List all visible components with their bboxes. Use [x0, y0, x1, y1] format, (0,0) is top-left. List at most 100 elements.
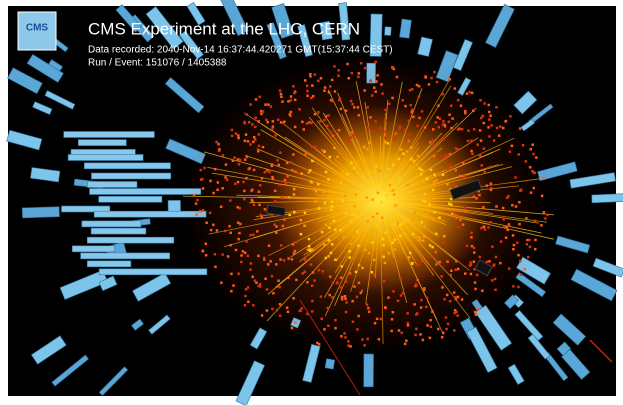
hit: [269, 260, 272, 263]
hit: [283, 218, 286, 221]
hit: [374, 182, 378, 185]
calorimeter-tower: [51, 354, 89, 387]
hit: [424, 200, 427, 203]
hit: [215, 229, 219, 232]
hit: [346, 62, 349, 66]
hit: [212, 191, 215, 195]
hit: [230, 289, 233, 293]
hit: [421, 239, 425, 242]
hit: [435, 80, 439, 84]
hit: [395, 214, 399, 217]
hit: [451, 212, 454, 215]
hit: [229, 231, 232, 235]
hit: [323, 150, 326, 153]
hit: [287, 196, 291, 199]
hit: [289, 99, 292, 102]
hit: [244, 158, 247, 161]
hit: [444, 154, 447, 158]
hit: [463, 175, 467, 178]
hit: [327, 91, 331, 94]
hit: [292, 252, 296, 255]
hit: [473, 310, 477, 314]
hit: [489, 188, 493, 192]
hit: [479, 99, 482, 102]
collision-core: [270, 105, 490, 295]
hit: [245, 113, 248, 116]
hit: [288, 213, 291, 217]
hit: [357, 72, 361, 75]
hit: [433, 173, 436, 176]
hit: [443, 298, 446, 301]
hit: [413, 303, 416, 306]
hit: [485, 184, 489, 187]
hit: [456, 98, 460, 102]
hit: [364, 248, 367, 252]
hit: [456, 295, 460, 299]
hit: [223, 229, 227, 233]
hit: [203, 166, 206, 170]
hit: [255, 281, 258, 284]
calorimeter-tower: [30, 167, 61, 183]
hit: [482, 225, 485, 229]
calorimeter-tower: [131, 318, 144, 331]
hit: [529, 148, 532, 151]
hit: [399, 277, 402, 280]
hit: [238, 158, 242, 162]
hit: [328, 275, 332, 278]
hit: [374, 222, 377, 226]
hit: [457, 226, 460, 229]
hit: [391, 311, 395, 314]
hit: [264, 277, 267, 280]
hit: [267, 263, 270, 266]
hit: [447, 120, 451, 123]
hit: [343, 295, 347, 298]
hit: [409, 103, 412, 107]
hit: [406, 324, 410, 327]
hit: [412, 115, 415, 119]
hit: [327, 239, 331, 242]
hit: [452, 291, 456, 294]
hit: [489, 182, 493, 185]
calorimeter-tower: [271, 3, 295, 39]
hit: [212, 223, 215, 227]
hit: [360, 289, 364, 293]
hit: [293, 210, 296, 214]
hit: [420, 298, 423, 302]
hit: [441, 286, 444, 289]
hit: [290, 326, 294, 330]
hit: [451, 117, 454, 120]
hit: [518, 222, 521, 226]
hit: [453, 329, 456, 332]
hit: [252, 140, 255, 144]
hit: [347, 77, 350, 80]
hit: [293, 91, 296, 95]
hit: [241, 250, 245, 253]
calorimeter-tower: [87, 181, 138, 188]
calorimeter-tower: [98, 268, 208, 276]
hit: [429, 318, 432, 322]
hit: [377, 338, 381, 341]
hit: [399, 294, 403, 297]
hit: [266, 169, 269, 172]
hit: [244, 133, 248, 136]
hit: [420, 260, 423, 263]
hit: [277, 285, 281, 288]
hit: [319, 77, 323, 80]
run-event: Run / Event: 151076 / 1405388: [88, 58, 227, 69]
hit: [353, 204, 356, 208]
hit: [528, 238, 531, 242]
hit: [317, 79, 320, 83]
hit: [427, 83, 431, 86]
hit: [444, 316, 448, 319]
hit: [375, 165, 378, 168]
hit: [337, 69, 340, 72]
hit: [410, 146, 413, 149]
hit: [246, 254, 250, 258]
hit: [449, 188, 452, 191]
hit: [392, 193, 396, 196]
hit: [446, 322, 450, 326]
calorimeter-tower: [44, 90, 76, 110]
hit: [421, 338, 425, 342]
hit: [294, 321, 297, 324]
hit: [441, 123, 445, 126]
